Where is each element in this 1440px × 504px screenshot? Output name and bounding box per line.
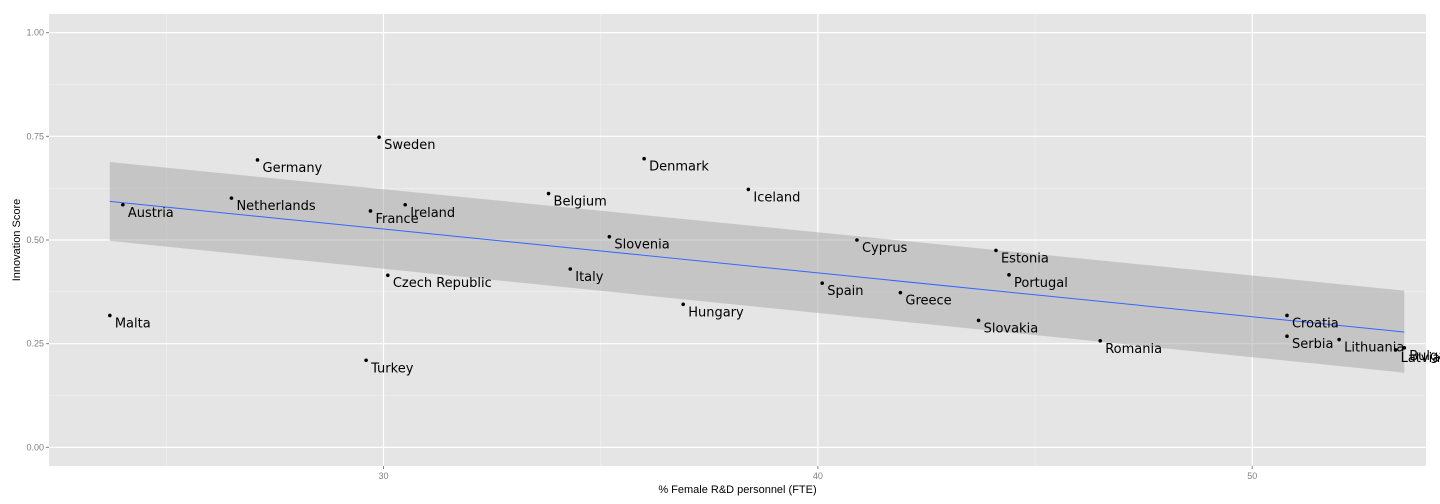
data-point bbox=[642, 156, 646, 161]
y-tick-label: 0.00 bbox=[26, 442, 44, 452]
point-label: Germany bbox=[263, 161, 323, 176]
data-point bbox=[368, 209, 373, 213]
grid-lines bbox=[49, 14, 1426, 466]
data-point bbox=[746, 187, 751, 192]
y-tick-label: 0.50 bbox=[26, 235, 44, 245]
point-label: Croatia bbox=[1292, 316, 1339, 331]
data-point bbox=[1007, 273, 1011, 277]
point-label: Spain bbox=[827, 284, 863, 299]
x-axis-title: % Female R&D personnel (FTE) bbox=[658, 484, 816, 496]
data-point bbox=[546, 191, 551, 196]
fit-line bbox=[109, 200, 1405, 333]
point-labels: Sweden Germany Denmark Netherlands Belgium Ic… bbox=[115, 138, 1440, 376]
point-label: Serbia bbox=[1292, 337, 1333, 352]
point-label: Netherlands bbox=[236, 199, 315, 214]
y-tick-label: 0.75 bbox=[26, 131, 44, 141]
data-point bbox=[229, 196, 234, 200]
point-label: Austria bbox=[128, 206, 174, 221]
point-label: Sweden bbox=[384, 138, 435, 153]
data-point bbox=[976, 318, 981, 323]
point-label: Romania bbox=[1105, 342, 1162, 357]
point-label: Belgium bbox=[554, 195, 607, 210]
data-point bbox=[1337, 337, 1341, 342]
data-point bbox=[898, 290, 903, 295]
data-points bbox=[108, 135, 1407, 363]
data-point bbox=[568, 267, 573, 271]
data-point bbox=[681, 302, 686, 307]
x-tick-label: 40 bbox=[813, 471, 823, 481]
y-axis-title: Innovation Score bbox=[11, 199, 23, 282]
data-point bbox=[994, 248, 998, 253]
x-axis-ticks: 30 40 50 bbox=[378, 466, 1257, 481]
point-label: Czech Republic bbox=[393, 276, 492, 291]
point-label: Italy bbox=[575, 270, 604, 285]
point-label: Slovenia bbox=[614, 238, 669, 253]
point-label: France bbox=[375, 212, 418, 227]
y-tick-label: 0.25 bbox=[26, 339, 44, 349]
point-label: Malta bbox=[115, 316, 151, 331]
data-point bbox=[1098, 338, 1103, 343]
point-label: Lithuania bbox=[1344, 341, 1404, 356]
point-label: Cyprus bbox=[862, 241, 908, 256]
point-label: Slovakia bbox=[984, 321, 1039, 336]
point-label: Iceland bbox=[753, 190, 800, 205]
data-point bbox=[1402, 346, 1407, 350]
point-label: Estonia bbox=[1001, 251, 1049, 266]
data-point bbox=[607, 234, 612, 239]
data-point bbox=[1285, 313, 1289, 318]
y-axis-ticks: 0.00 0.25 0.50 0.75 1.00 bbox=[26, 28, 49, 452]
point-label: Denmark bbox=[649, 160, 709, 175]
x-tick-label: 30 bbox=[378, 471, 388, 481]
confidence-ribbon bbox=[109, 162, 1405, 373]
point-label: Greece bbox=[905, 294, 951, 309]
data-point bbox=[820, 281, 825, 285]
point-label: Portugal bbox=[1014, 276, 1068, 291]
data-point bbox=[255, 158, 260, 162]
data-point bbox=[1393, 348, 1398, 352]
data-point bbox=[108, 313, 112, 318]
point-label: Latvia bbox=[1401, 351, 1440, 366]
data-point bbox=[377, 135, 381, 139]
data-point bbox=[1285, 334, 1289, 339]
point-label: Turkey bbox=[370, 361, 414, 376]
data-point bbox=[364, 358, 368, 363]
y-tick-label: 1.00 bbox=[26, 28, 44, 38]
x-tick-label: 50 bbox=[1247, 471, 1257, 481]
data-point bbox=[855, 238, 859, 242]
data-point bbox=[403, 202, 407, 207]
confidence-band bbox=[109, 162, 1405, 373]
regression-line bbox=[109, 200, 1405, 333]
data-point bbox=[386, 273, 390, 278]
data-point bbox=[121, 202, 125, 207]
point-label: Hungary bbox=[688, 305, 744, 320]
point-label: Bulgaria bbox=[1409, 349, 1440, 364]
point-label: Ireland bbox=[410, 206, 455, 221]
